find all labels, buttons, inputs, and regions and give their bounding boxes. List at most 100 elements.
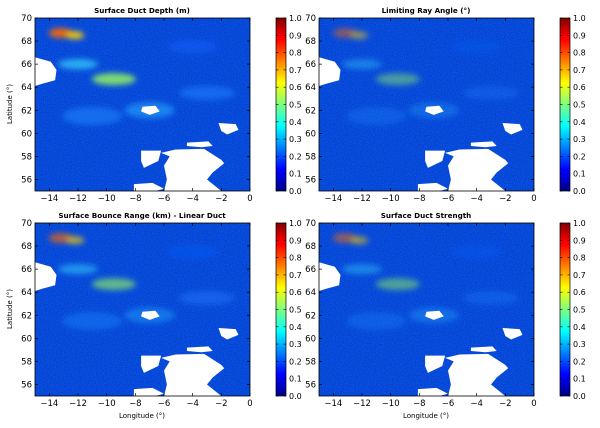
field-feature	[375, 278, 420, 291]
y-tick-label: 62	[305, 106, 316, 116]
colorbar-tick-label: 0.5	[573, 306, 586, 315]
land-mask	[141, 310, 160, 320]
x-tick-label: 0	[531, 194, 536, 204]
land-mask	[417, 182, 448, 191]
colorbar-tick-label: 0.9	[289, 236, 302, 245]
land-mask	[425, 355, 446, 373]
panel-title: Surface Duct Depth (m)	[94, 6, 190, 15]
colorbar-tick-label: 0.8	[289, 49, 302, 58]
y-tick-label: 58	[21, 357, 32, 367]
x-tick-label: −14	[40, 194, 58, 204]
y-tick-label: 62	[21, 106, 32, 116]
colorbar-tick-label: 0.3	[289, 135, 302, 144]
x-axis-label: Longitude (°)	[119, 412, 165, 420]
colorbar: 0.0 0.1 0.2 0.3 0.4 0.5 0.6 0.7 0.8 0.9 1.0	[275, 219, 302, 401]
land-mask	[425, 150, 446, 168]
x-tick-label: −2	[215, 194, 228, 204]
colorbar-tick-label: 0.8	[573, 254, 586, 263]
field-feature	[179, 85, 235, 100]
colorbar-tick-label: 1.0	[573, 219, 586, 228]
x-tick-label: −12	[353, 399, 371, 409]
x-tick-label: −8	[129, 194, 142, 204]
land-mask	[141, 150, 162, 168]
field-feature	[62, 107, 123, 126]
colorbar-tick-label: 0.9	[573, 31, 586, 40]
x-tick-label: −12	[69, 194, 87, 204]
colorbar-tick-label: 0.6	[573, 288, 586, 297]
y-tick-label: 66	[305, 60, 316, 70]
y-tick-label: 66	[21, 265, 32, 275]
x-tick-label: −6	[442, 399, 455, 409]
y-tick-label: 60	[21, 129, 32, 139]
colorbar-tick-label: 0.4	[289, 323, 302, 332]
panel-1: Surface Duct Depth (m) −14 −12 −10 −8 −6 −4 −2…	[6, 6, 302, 204]
field-feature	[346, 312, 407, 331]
land-mask	[445, 353, 509, 396]
land-mask	[417, 387, 448, 396]
axes: −14 −12 −10 −8 −6 −4 −2 0 56 58 60 62 64 66 68 70	[305, 14, 537, 204]
axes: −14 −12 −10 −8 −6 −4 −2 0 56 58 60 62 64 66 68 70	[21, 219, 253, 409]
y-tick-label: 64	[305, 288, 316, 298]
panel-3: Surface Bounce Range (km) - Linear Duct …	[6, 211, 302, 420]
field-feature	[91, 73, 136, 86]
y-tick-label: 68	[21, 242, 32, 252]
field-feature	[342, 59, 382, 70]
x-tick-label: −6	[158, 399, 171, 409]
land-mask	[502, 123, 523, 135]
y-tick-label: 56	[21, 175, 32, 185]
panel-title: Limiting Ray Angle (°)	[382, 6, 471, 15]
x-tick-label: −2	[499, 194, 512, 204]
land-mask	[141, 105, 160, 115]
heatmap-area	[319, 223, 534, 396]
y-tick-label: 70	[305, 14, 316, 24]
land-mask	[133, 182, 164, 191]
field-feature	[375, 73, 420, 86]
x-tick-label: −8	[413, 194, 426, 204]
land-mask	[470, 141, 497, 148]
field-feature	[451, 244, 502, 259]
axes: −14 −12 −10 −8 −6 −4 −2 0 56 58 60 62 64 66 68 70	[305, 219, 537, 409]
y-tick-label: 66	[21, 60, 32, 70]
plot-frame	[34, 17, 251, 192]
colorbar-tick-label: 0.3	[573, 135, 586, 144]
colorbar-tick-label: 0.1	[289, 170, 302, 179]
y-tick-label: 56	[21, 380, 32, 390]
field-feature	[451, 39, 502, 54]
y-tick-label: 64	[21, 83, 32, 93]
plot-frame	[318, 222, 535, 397]
x-tick-label: −8	[413, 399, 426, 409]
panel-title: Surface Bounce Range (km) - Linear Duct	[58, 211, 226, 220]
field-feature	[62, 312, 123, 331]
colorbar: 0.0 0.1 0.2 0.3 0.4 0.5 0.6 0.7 0.8 0.9 1.0	[559, 14, 586, 196]
y-tick-label: 70	[21, 219, 32, 229]
colorbar: 0.0 0.1 0.2 0.3 0.4 0.5 0.6 0.7 0.8 0.9 1.0	[275, 14, 302, 196]
y-tick-label: 58	[21, 152, 32, 162]
x-tick-label: −12	[69, 399, 87, 409]
x-tick-label: −2	[215, 399, 228, 409]
plot-frame	[318, 17, 535, 192]
x-tick-label: −14	[40, 399, 58, 409]
y-tick-label: 68	[305, 37, 316, 47]
colorbar-tick-label: 1.0	[289, 219, 302, 228]
plot-frame	[34, 222, 251, 397]
colorbar-tick-label: 0.2	[289, 152, 302, 161]
y-tick-label: 70	[21, 14, 32, 24]
y-tick-label: 58	[305, 152, 316, 162]
y-tick-label: 56	[305, 380, 316, 390]
colorbar-tick-label: 0.9	[573, 236, 586, 245]
y-tick-label: 60	[305, 129, 316, 139]
y-tick-label: 58	[305, 357, 316, 367]
land-mask	[161, 353, 225, 396]
field-feature	[342, 264, 382, 275]
colorbar-tick-label: 0.6	[573, 83, 586, 92]
y-tick-label: 66	[305, 265, 316, 275]
land-mask	[186, 141, 213, 148]
field-feature	[463, 85, 519, 100]
x-tick-label: −8	[129, 399, 142, 409]
colorbar-tick-label: 0.7	[573, 271, 586, 280]
field-feature	[346, 107, 407, 126]
field-feature	[66, 31, 85, 40]
x-axis-label: Longitude (°)	[403, 412, 449, 420]
colorbar-tick-label: 0.4	[573, 323, 586, 332]
